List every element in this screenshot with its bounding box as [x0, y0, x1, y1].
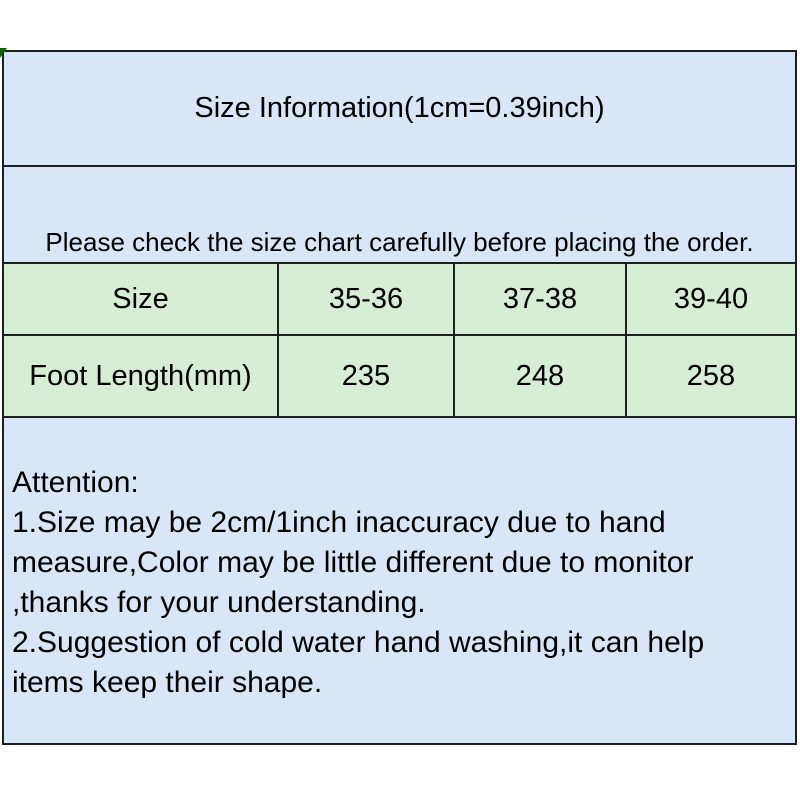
attention-line-1: 1.Size may be 2cm/1inch inaccuracy due t…	[12, 506, 666, 539]
green-corner-mark	[0, 48, 7, 58]
size-value-39-40: 39-40	[625, 264, 795, 334]
attention-line-5: items keep their shape.	[12, 666, 323, 699]
check-size-chart-note: Please check the size chart carefully be…	[4, 165, 795, 262]
table-row-foot-length: Foot Length(mm) 235 248 258	[4, 334, 795, 416]
size-value-35-36: 35-36	[277, 264, 453, 334]
foot-length-value-258: 258	[625, 336, 795, 416]
attention-line-2: measure,Color may be little different du…	[12, 546, 694, 579]
attention-heading: Attention:	[12, 466, 139, 499]
foot-length-row-header: Foot Length(mm)	[29, 359, 252, 392]
size-info-title: Size Information(1cm=0.39inch)	[4, 52, 795, 165]
table-row-size: Size 35-36 37-38 39-40	[4, 262, 795, 334]
attention-line-4: 2.Suggestion of cold water hand washing,…	[12, 626, 705, 659]
attention-section: Attention: 1.Size may be 2cm/1inch inacc…	[4, 416, 795, 743]
size-chart-panel: Size Information(1cm=0.39inch) Please ch…	[2, 50, 797, 745]
foot-length-value-248: 248	[453, 336, 625, 416]
attention-line-3: ,thanks for your understanding.	[12, 586, 426, 619]
size-row-header: Size	[112, 282, 169, 315]
foot-length-value-235: 235	[277, 336, 453, 416]
size-value-37-38: 37-38	[453, 264, 625, 334]
